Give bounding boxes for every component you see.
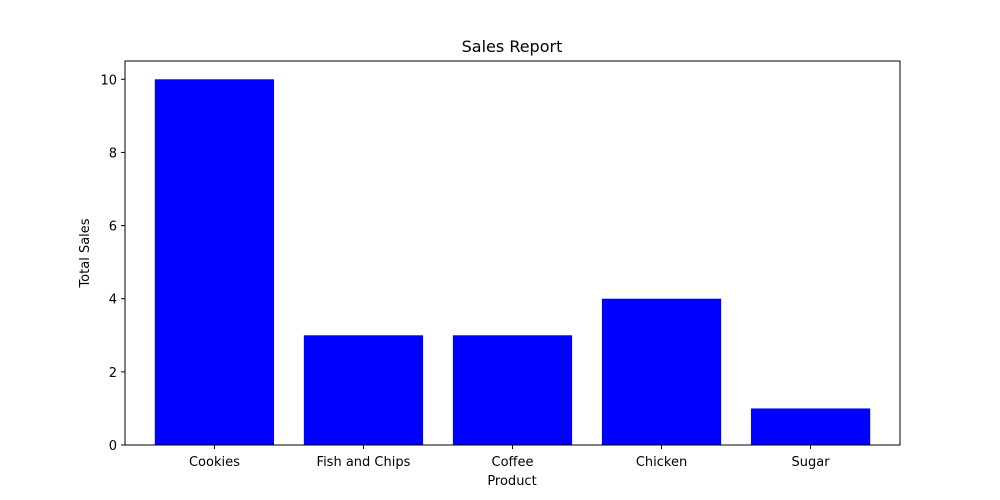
x-tick-label: Chicken bbox=[636, 455, 687, 470]
x-tick-label: Cookies bbox=[189, 455, 240, 470]
x-axis-label: Product bbox=[487, 474, 536, 489]
x-tick-label: Sugar bbox=[792, 455, 831, 470]
x-axis-ticks: Cookies Fish and Chips Coffee Chicken Sugar bbox=[189, 445, 830, 470]
y-axis-label: Total Sales bbox=[78, 218, 93, 288]
y-tick-label: 2 bbox=[109, 366, 117, 381]
y-axis-ticks: 0 2 4 6 8 10 bbox=[100, 73, 125, 454]
bar-chicken bbox=[601, 298, 722, 445]
y-tick-label: 6 bbox=[109, 220, 117, 235]
x-tick-label: Fish and Chips bbox=[317, 455, 411, 470]
bar-cookies bbox=[154, 79, 275, 445]
y-tick-label: 0 bbox=[109, 439, 117, 454]
x-tick-label: Coffee bbox=[492, 455, 534, 470]
y-tick-label: 8 bbox=[109, 146, 117, 161]
bar-coffee bbox=[452, 335, 573, 445]
y-tick-label: 10 bbox=[100, 73, 117, 88]
bar-fish-and-chips bbox=[303, 335, 424, 445]
y-tick-label: 4 bbox=[109, 293, 117, 308]
plot-frame bbox=[124, 60, 901, 446]
bar-series bbox=[154, 79, 871, 445]
bar-sugar bbox=[750, 408, 871, 445]
chart-title: Sales Report bbox=[462, 37, 563, 56]
